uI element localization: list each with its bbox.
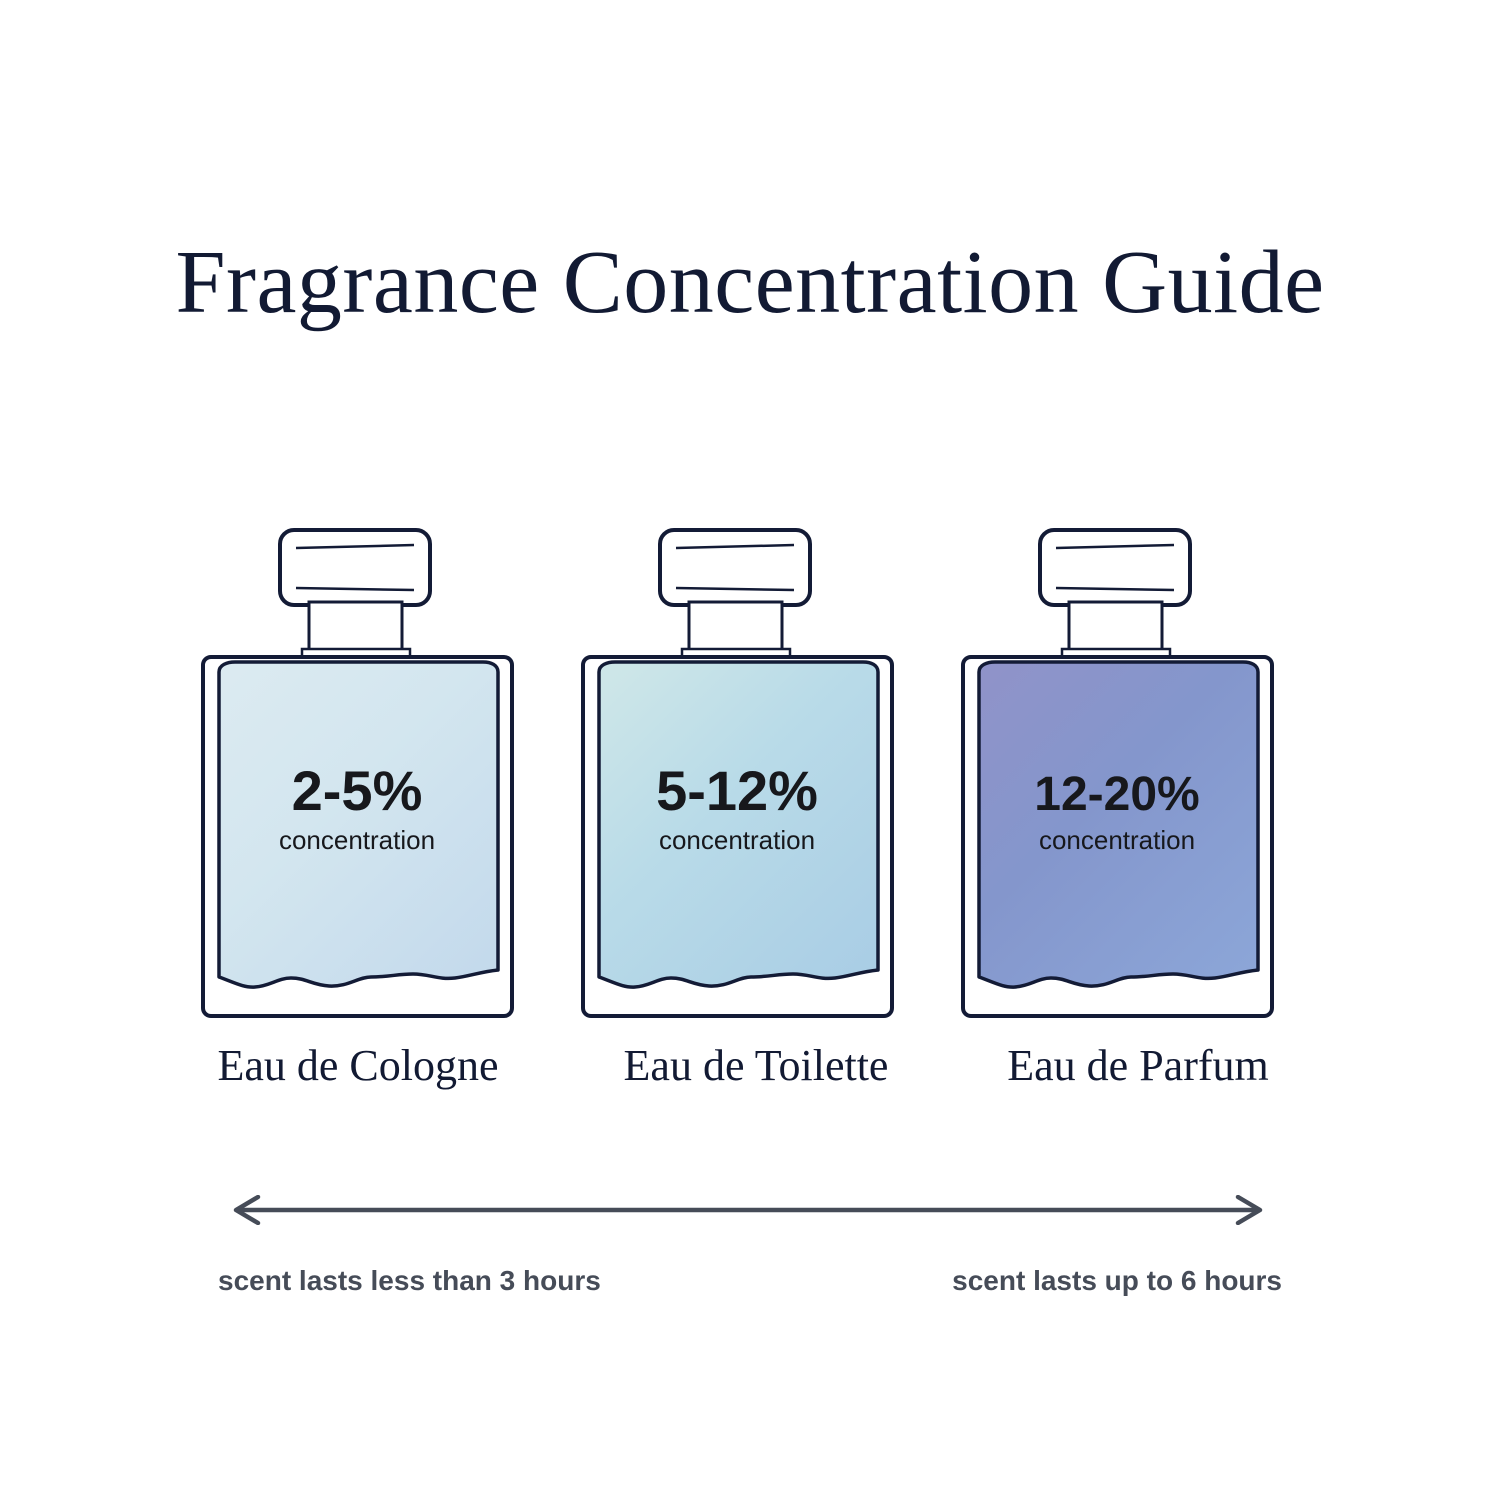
svg-text:2-5%: 2-5%	[292, 759, 423, 822]
svg-text:concentration: concentration	[279, 825, 435, 855]
svg-text:12-20%: 12-20%	[1034, 768, 1199, 821]
svg-text:concentration: concentration	[659, 825, 815, 855]
svg-text:5-12%: 5-12%	[656, 759, 818, 822]
svg-text:concentration: concentration	[1039, 825, 1195, 855]
